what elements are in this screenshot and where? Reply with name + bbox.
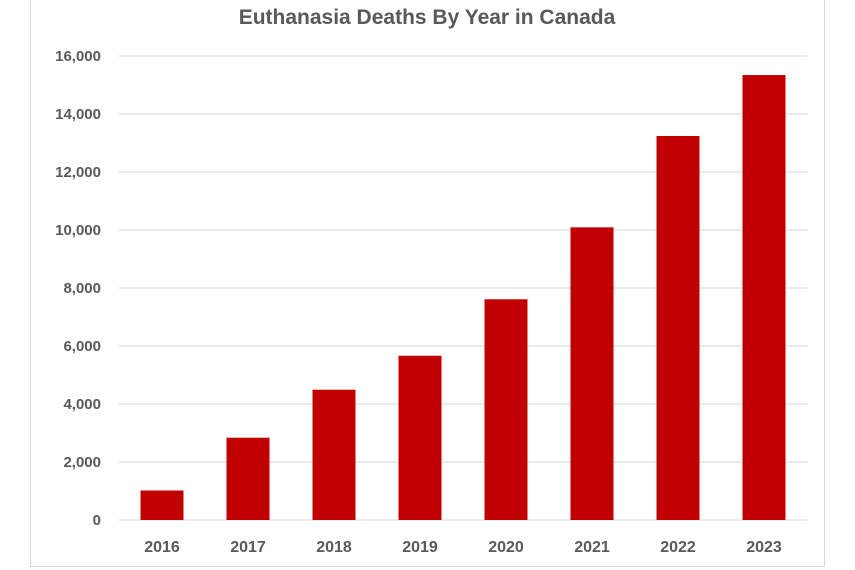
x-tick-label: 2022 — [660, 539, 696, 556]
x-tick-label: 2016 — [144, 539, 180, 556]
chart-title: Euthanasia Deaths By Year in Canada — [239, 6, 616, 29]
y-tick-label: 12,000 — [55, 164, 101, 181]
x-tick-label: 2017 — [230, 539, 266, 556]
y-axis: 0 2,000 4,000 6,000 8,000 10,000 12,000 14,000 1… — [55, 48, 101, 529]
bar-2017 — [226, 437, 270, 520]
y-tick-label: 6,000 — [63, 338, 101, 355]
bar-2023 — [742, 75, 786, 520]
y-tick-label: 10,000 — [55, 222, 101, 239]
x-tick-label: 2021 — [574, 539, 610, 556]
bars — [140, 75, 786, 521]
bar-2019 — [398, 355, 442, 520]
y-tick-label: 14,000 — [55, 106, 101, 123]
bar-2020 — [484, 299, 528, 520]
y-tick-label: 16,000 — [55, 48, 101, 65]
y-tick-label: 4,000 — [63, 396, 101, 413]
x-axis: 2016 2017 2018 2019 2020 2021 2022 2023 — [144, 539, 782, 556]
bar-2018 — [312, 389, 356, 520]
y-tick-label: 8,000 — [63, 280, 101, 297]
x-tick-label: 2023 — [746, 539, 782, 556]
bar-2022 — [656, 136, 700, 521]
y-tick-label: 0 — [93, 512, 101, 529]
bar-2021 — [570, 227, 614, 520]
x-tick-label: 2018 — [316, 539, 352, 556]
x-tick-label: 2019 — [402, 539, 438, 556]
x-tick-label: 2020 — [488, 539, 524, 556]
y-tick-label: 2,000 — [63, 454, 101, 471]
bar-2016 — [140, 490, 184, 520]
gridlines — [119, 55, 807, 521]
